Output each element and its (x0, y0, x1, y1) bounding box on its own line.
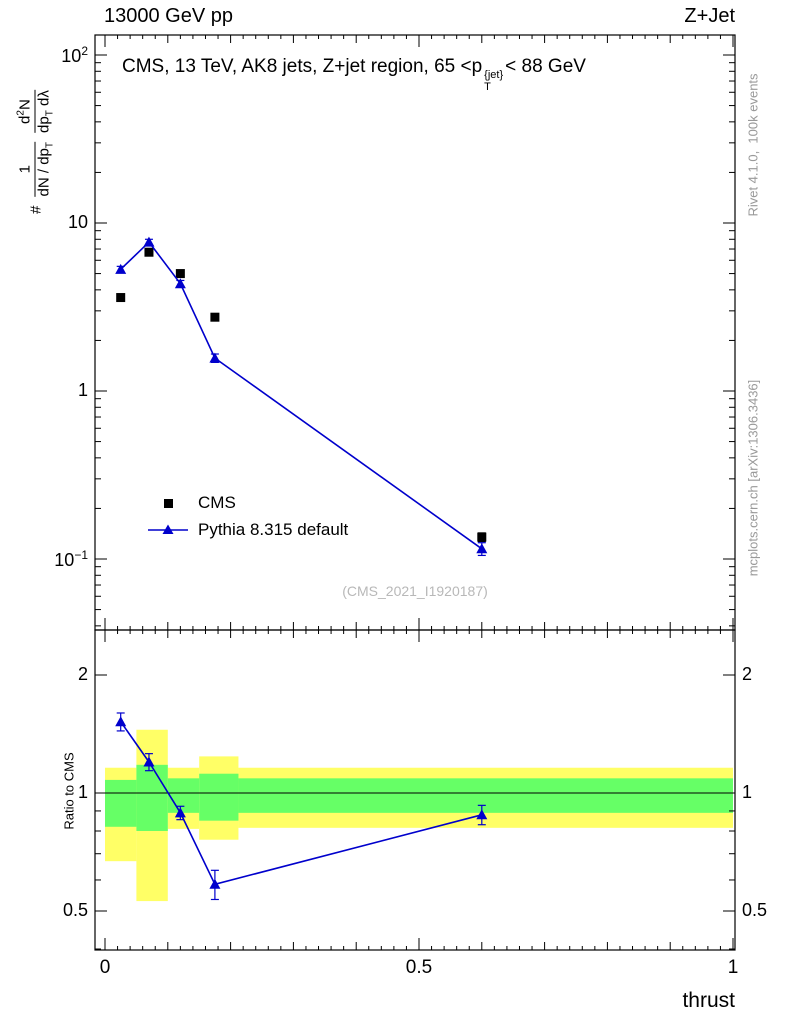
data-point-triangle (209, 352, 221, 363)
data-point-square (210, 312, 220, 322)
legend-label-cms: CMS (198, 492, 236, 512)
beam-energy-label: 13000 GeV pp (104, 5, 233, 27)
uncertainty-band-green (136, 764, 168, 831)
y-axis-label-row: # 1 dN / dpT d2N dpT dλ (15, 90, 57, 214)
frac2-numerator: d2N (15, 90, 36, 133)
data-point-square (477, 532, 487, 542)
mcplots-arxiv-sidetext: mcplots.cern.ch [arXiv:1306.3436] (745, 379, 761, 577)
cms-square-marker-icon (164, 498, 173, 508)
uncertainty-band-green (167, 778, 200, 813)
legend: CMS Pythia 8.315 default (146, 489, 348, 543)
uncertainty-band-green (105, 779, 137, 827)
data-point-square (175, 269, 185, 279)
process-label: Z+Jet (684, 5, 735, 27)
ylabel-hash: # (27, 205, 45, 214)
title-sub: T (484, 80, 491, 93)
legend-item-cms: CMS (146, 489, 348, 516)
main-y-axis-label: # 1 dN / dpT d2N dpT dλ (15, 90, 57, 214)
x-axis-label: thrust (682, 989, 735, 1012)
data-point-triangle (209, 878, 221, 889)
ylabel-fraction-1: 1 dN / dpT (16, 141, 56, 197)
uncertainty-band-green (238, 778, 733, 813)
ratio-frame (94, 629, 736, 951)
ylabel-fraction-2: d2N dpT dλ (15, 90, 57, 133)
rivet-version-sidetext: Rivet 4.1.0, 100k events (745, 73, 761, 217)
main-plot-title: CMS, 13 TeV, AK8 jets, Z+jet region, 65 … (122, 56, 586, 93)
data-point-triangle (143, 236, 155, 247)
data-point-triangle (115, 263, 127, 274)
title-text-post: < 88 GeV (505, 56, 586, 77)
frac1-denominator: dN / dpT (35, 141, 55, 197)
data-point-square (116, 293, 126, 303)
data-point-triangle (115, 716, 127, 727)
pt-superscript-subscript: {jet} T (484, 69, 504, 93)
title-sup: {jet} (484, 69, 504, 81)
data-point-triangle (174, 278, 186, 289)
data-point-square (144, 247, 154, 257)
data-point-triangle (476, 809, 488, 820)
title-text-pre: CMS, 13 TeV, AK8 jets, Z+jet region, 65 … (122, 56, 483, 77)
ratio-y-axis-label: Ratio to CMS (61, 752, 77, 830)
data-point-triangle (476, 543, 488, 554)
legend-label-pythia: Pythia 8.315 default (198, 519, 349, 539)
data-point-triangle (174, 807, 186, 818)
uncertainty-band-green (199, 773, 239, 821)
data-point-triangle (143, 756, 155, 767)
frac2-denominator: dpT dλ (35, 90, 56, 133)
frac1-numerator: 1 (16, 141, 35, 197)
legend-item-pythia: Pythia 8.315 default (146, 516, 348, 543)
analysis-id-watermark: (CMS_2021_I1920187) (342, 583, 488, 599)
pythia-triangle-line-marker-icon (148, 524, 188, 534)
